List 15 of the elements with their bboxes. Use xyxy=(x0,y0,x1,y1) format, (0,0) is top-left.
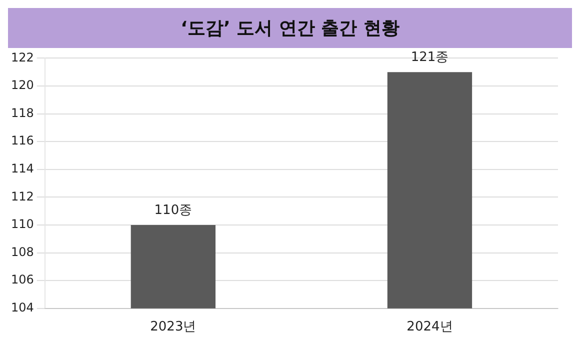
data-label: 121종 xyxy=(410,50,449,65)
x-tick-label: 2024년 xyxy=(406,320,453,335)
data-label: 110종 xyxy=(154,202,192,218)
y-tick-label: 106 xyxy=(11,272,34,287)
y-tick-label: 114 xyxy=(11,162,34,176)
y-tick-label: 110 xyxy=(11,217,34,232)
y-tick-label: 104 xyxy=(11,300,34,315)
y-tick-label: 118 xyxy=(11,106,34,120)
y-tick-label: 122 xyxy=(11,50,34,64)
y-tick-label: 108 xyxy=(11,244,34,259)
x-tick-label: 2023년 xyxy=(150,320,196,335)
y-tick-label: 120 xyxy=(11,78,34,92)
chart-title: ‘도감’ 도서 연간 출간 현황 xyxy=(8,8,572,48)
y-tick-label: 112 xyxy=(11,189,34,204)
y-tick-label: 116 xyxy=(11,134,34,148)
